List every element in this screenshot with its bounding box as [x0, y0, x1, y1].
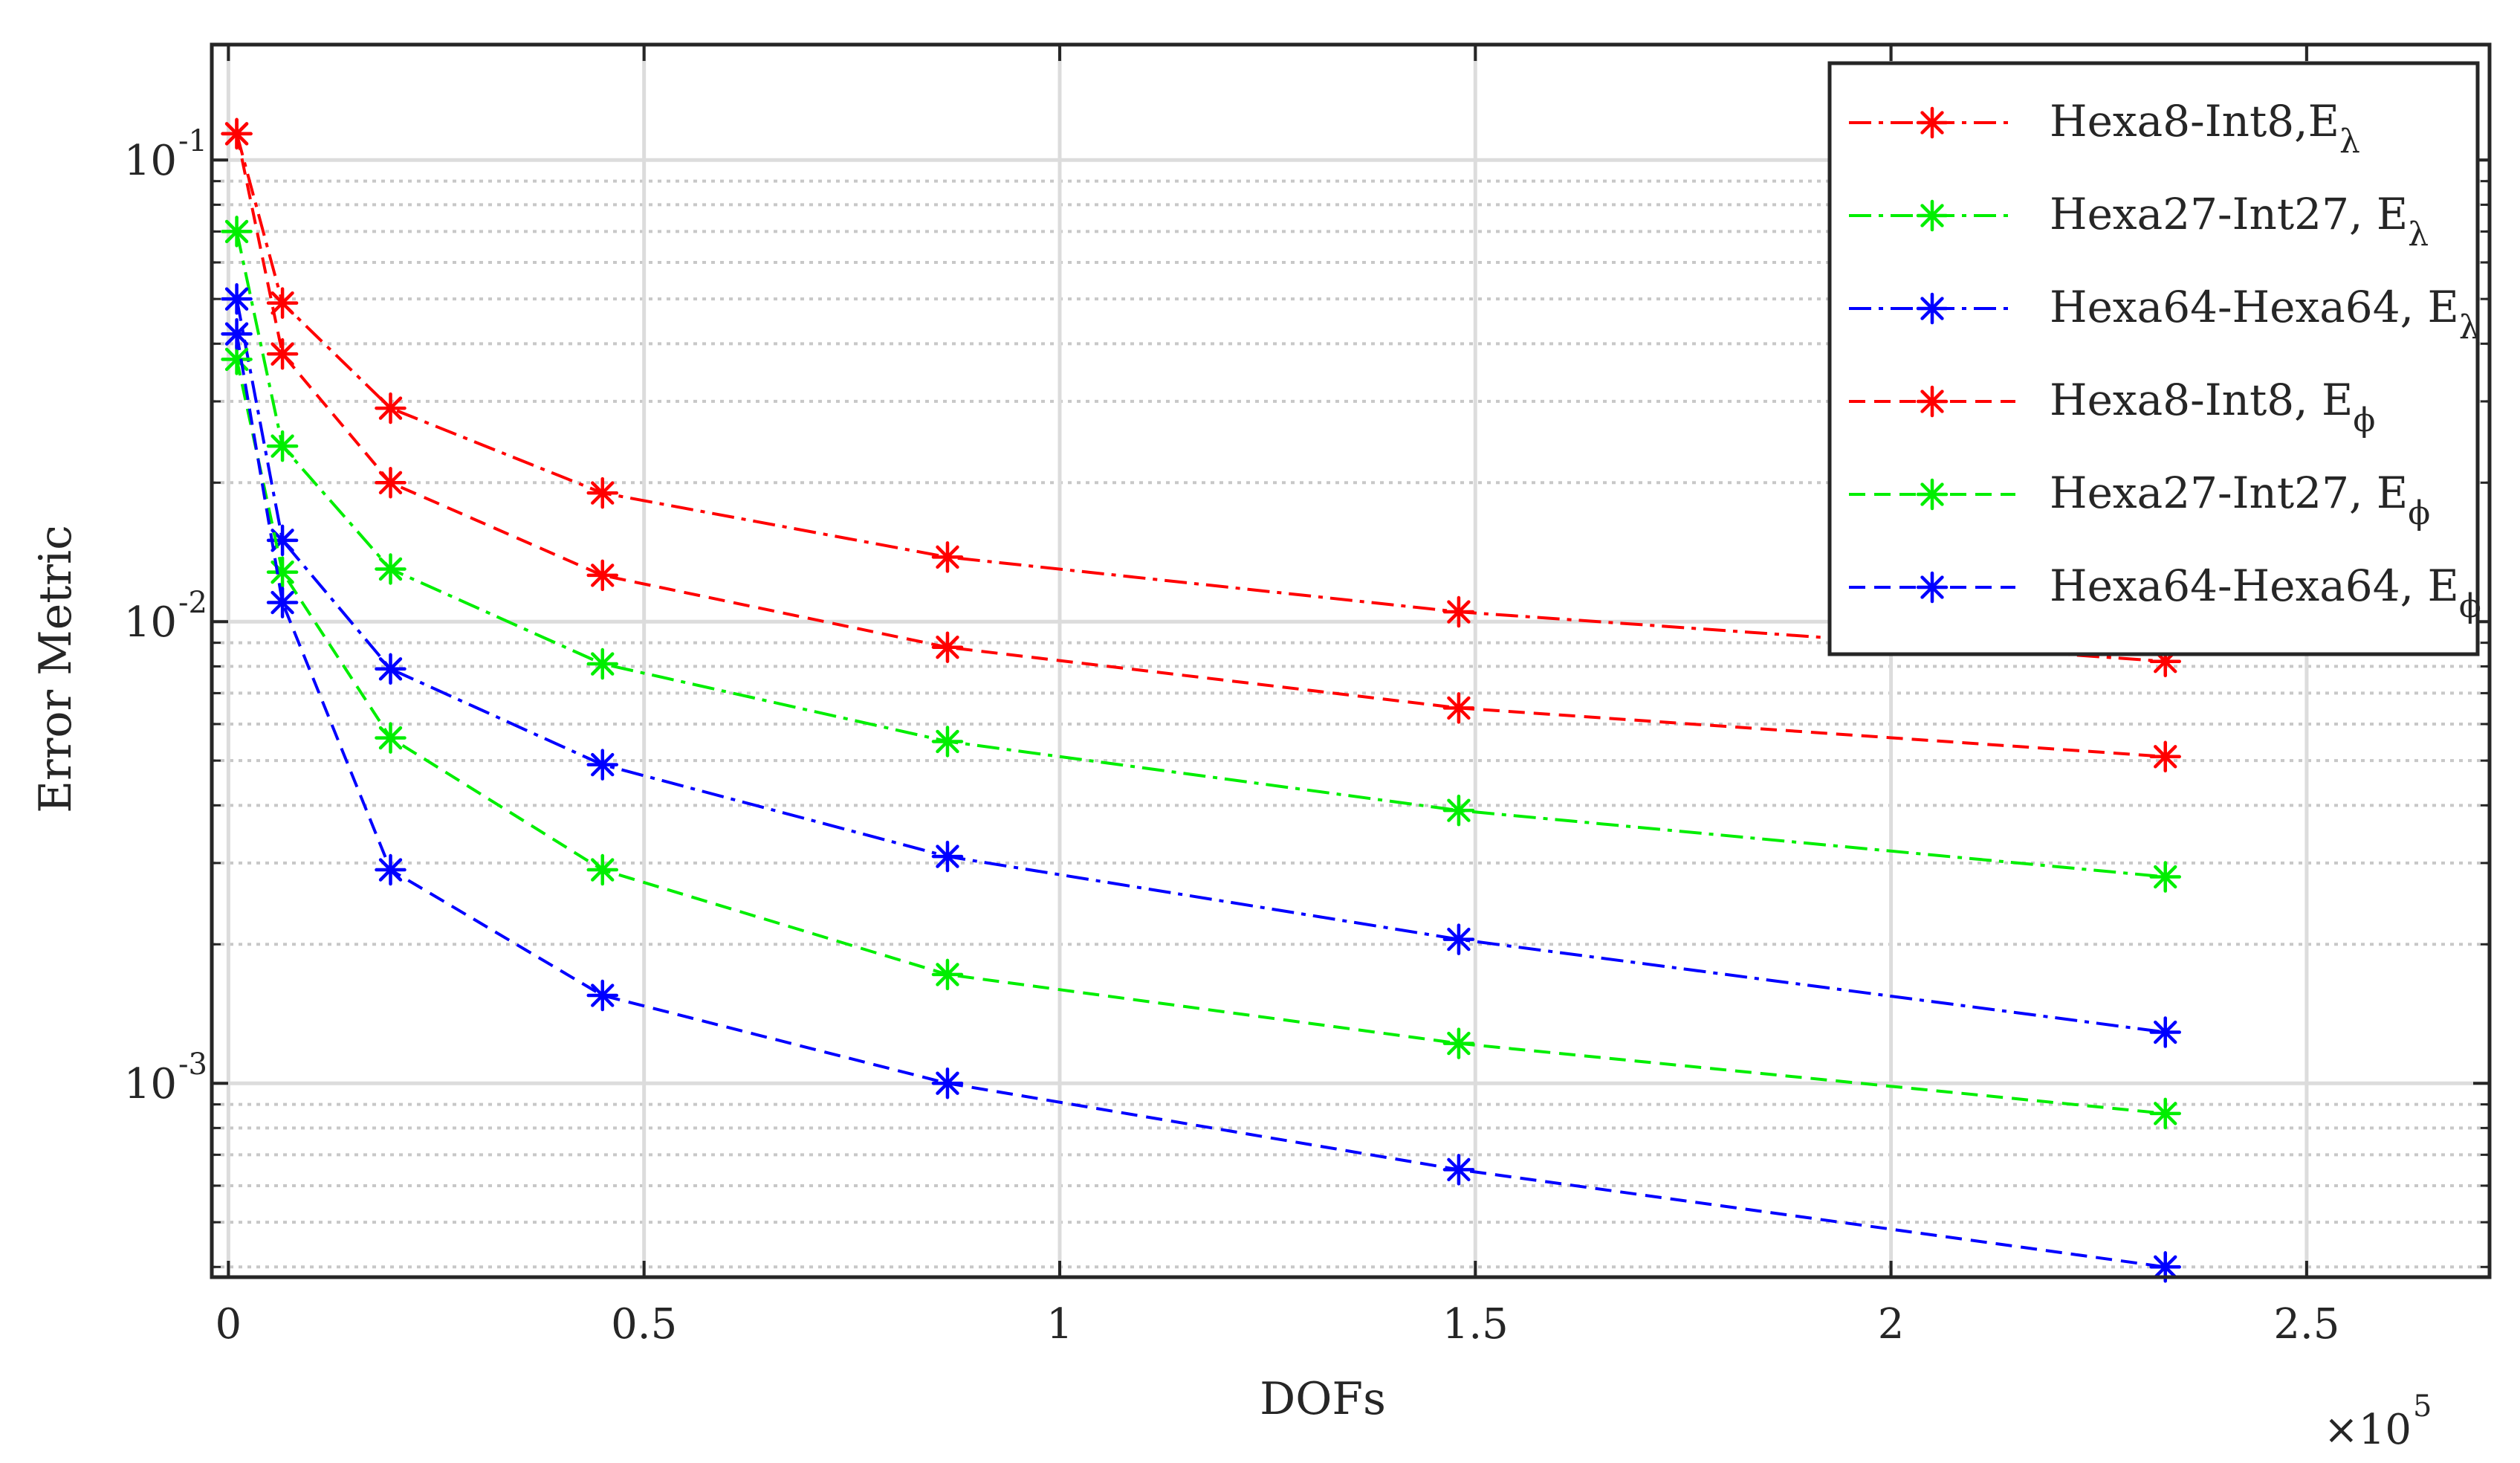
- svg-text:-3: -3: [178, 1047, 207, 1082]
- data-point: [931, 1067, 964, 1099]
- y-tick-label: 10 -1: [124, 124, 207, 185]
- series-6: [221, 317, 2181, 1283]
- legend-item: Hexa8-Int8, Eϕ: [1849, 375, 2375, 439]
- data-point: [375, 392, 406, 424]
- data-point: [931, 958, 964, 991]
- legend-marker: [1916, 106, 1949, 139]
- data-point: [1442, 1027, 1475, 1059]
- legend-box: [1827, 61, 2480, 656]
- series-3: [221, 282, 2181, 1048]
- legend-label: Hexa8-Int8,Eλ: [2050, 96, 2360, 161]
- data-point: [266, 587, 299, 619]
- y-axis-label: Error Metric: [30, 525, 82, 813]
- data-point: [375, 467, 406, 499]
- legend-marker: [1916, 478, 1949, 511]
- data-point: [375, 722, 406, 754]
- legend-marker: [1916, 199, 1949, 232]
- data-point: [2149, 861, 2181, 893]
- svg-text:-2: -2: [178, 586, 207, 620]
- svg-text:10: 10: [124, 598, 177, 647]
- svg-text:×10: ×10: [2324, 1406, 2412, 1454]
- data-point: [586, 979, 618, 1012]
- data-point: [1442, 794, 1475, 827]
- legend-label: Hexa64-Hexa64, Eλ: [2050, 282, 2480, 346]
- data-point: [586, 853, 618, 886]
- x-tick-label: 1: [1046, 1300, 1073, 1349]
- y-tick-label: 10 -3: [124, 1047, 207, 1108]
- legend-label: Hexa27-Int27, Eλ: [2050, 189, 2429, 253]
- data-point: [2149, 1016, 2181, 1048]
- x-tick-label: 0.5: [611, 1300, 677, 1349]
- data-point: [221, 343, 253, 375]
- data-point: [586, 647, 618, 680]
- legend-item: Hexa64-Hexa64, Eϕ: [1849, 561, 2481, 625]
- legend-item: Hexa8-Int8,Eλ: [1849, 96, 2360, 161]
- legend-marker: [1916, 385, 1949, 418]
- svg-text:-1: -1: [178, 124, 207, 158]
- data-point: [586, 477, 618, 509]
- series-layer: [221, 117, 2181, 1283]
- legend-item: Hexa27-Int27, Eϕ: [1849, 468, 2430, 532]
- x-tick-label: 2: [1878, 1300, 1905, 1349]
- y-tick-label: 10 -2: [124, 586, 207, 647]
- legend-item: Hexa27-Int27, Eλ: [1849, 189, 2429, 253]
- svg-text:5: 5: [2413, 1389, 2432, 1424]
- data-point: [266, 338, 299, 370]
- svg-text:10: 10: [124, 137, 177, 185]
- legend-item: Hexa64-Hexa64, Eλ: [1849, 282, 2480, 346]
- legend-label: Hexa8-Int8, Eϕ: [2050, 375, 2375, 439]
- data-point: [221, 216, 253, 248]
- legend: Hexa8-Int8,Eλ Hexa27-Int27, Eλ Hexa64-Hexa…: [1827, 61, 2481, 656]
- data-point: [931, 840, 964, 873]
- data-point: [2149, 740, 2181, 773]
- series-2: [221, 216, 2181, 893]
- x-tick-label: 0: [216, 1300, 242, 1349]
- data-point: [931, 541, 964, 573]
- data-point: [586, 749, 618, 781]
- legend-marker: [1916, 292, 1949, 325]
- data-point: [1442, 923, 1475, 955]
- data-point: [1442, 692, 1475, 724]
- data-point: [221, 282, 253, 315]
- legend-label: Hexa27-Int27, Eϕ: [2050, 468, 2430, 532]
- data-point: [375, 853, 406, 886]
- data-point: [375, 653, 406, 685]
- series-5: [221, 343, 2181, 1130]
- data-point: [2149, 1097, 2181, 1130]
- data-point: [221, 117, 253, 150]
- x-axis-label: DOFs: [1260, 1373, 1386, 1425]
- svg-text:10: 10: [124, 1060, 177, 1108]
- x-exponent-label: ×10 5: [2324, 1389, 2432, 1454]
- data-point: [931, 631, 964, 663]
- plot-frame: [210, 42, 2492, 1279]
- data-point: [931, 726, 964, 758]
- axes: 10 -110 -210 -30 0.5 1 1.5 2 2.5: [124, 42, 2492, 1349]
- data-point: [375, 553, 406, 585]
- data-point: [1442, 595, 1475, 628]
- data-point: [1442, 1154, 1475, 1186]
- data-point: [266, 556, 299, 588]
- data-point: [586, 559, 618, 592]
- data-point: [266, 287, 299, 319]
- legend-marker: [1916, 571, 1949, 604]
- data-point: [266, 430, 299, 462]
- data-point: [221, 317, 253, 350]
- legend-label: Hexa64-Hexa64, Eϕ: [2050, 561, 2481, 625]
- series-4: [221, 117, 2181, 773]
- x-tick-label: 2.5: [2273, 1300, 2339, 1349]
- x-tick-label: 1.5: [1442, 1300, 1509, 1349]
